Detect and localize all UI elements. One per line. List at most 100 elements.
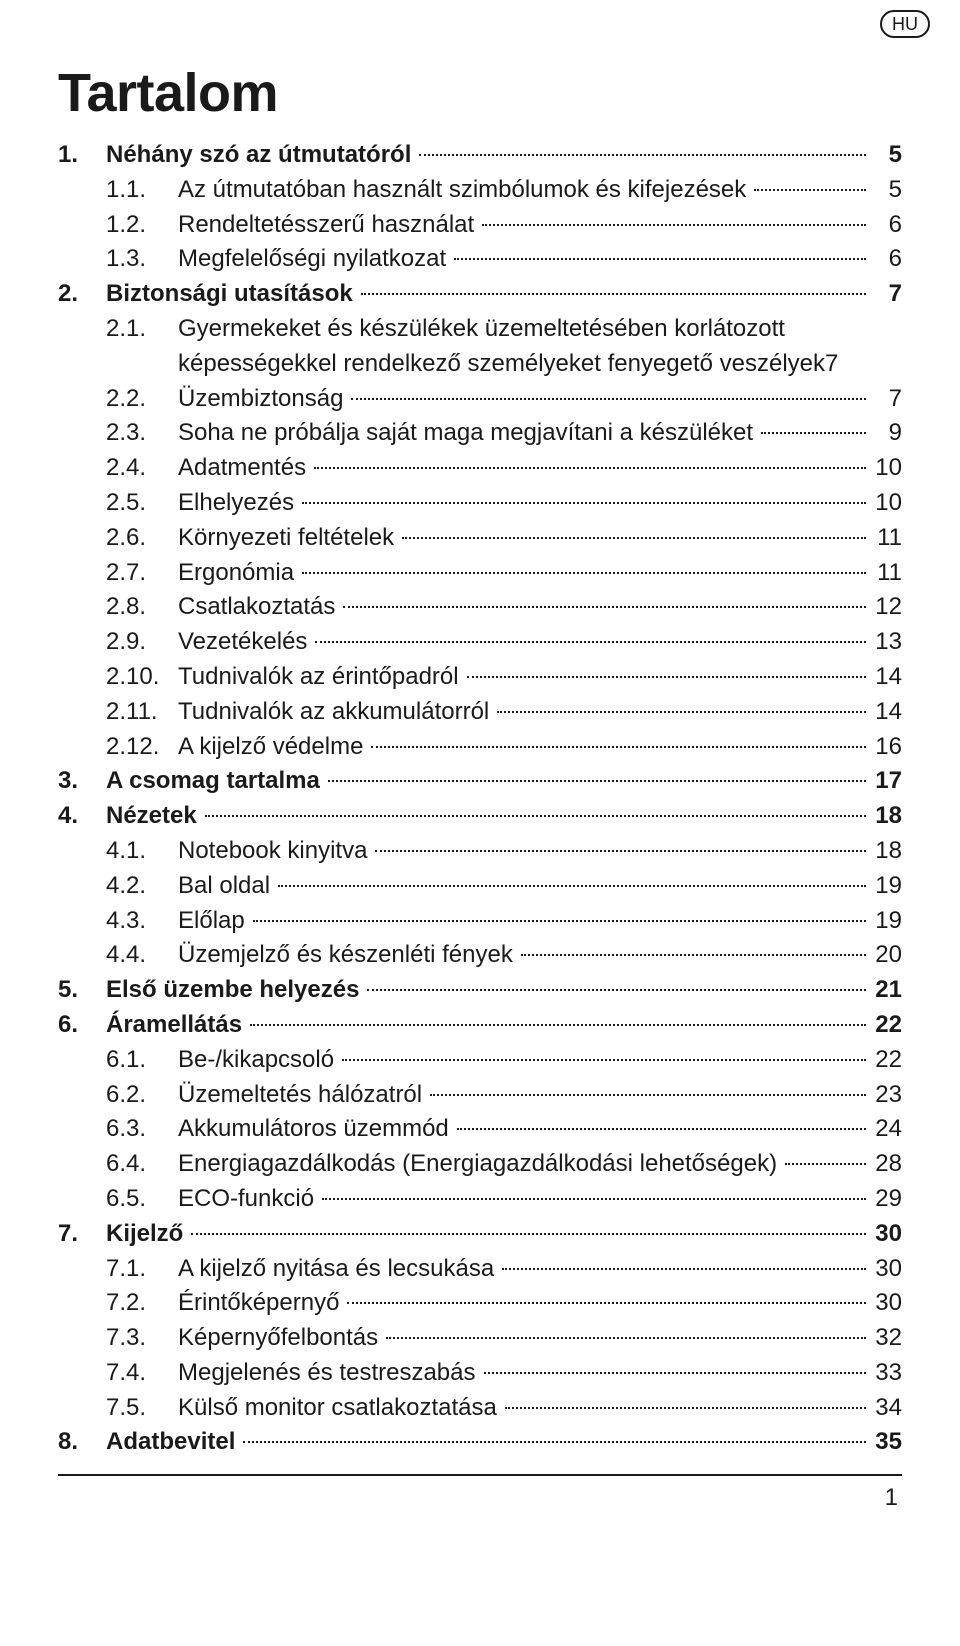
toc-entry-page: 12 [870, 590, 902, 625]
toc-leader [191, 1233, 866, 1235]
toc-entry-number: 7.4. [106, 1356, 178, 1391]
toc-entry: 2.12.A kijelző védelme16 [58, 730, 902, 765]
toc-entry-page: 6 [870, 208, 902, 243]
toc-entry-page: 7 [870, 382, 902, 417]
toc-entry-page: 16 [870, 730, 902, 765]
toc-entry-page: 23 [870, 1078, 902, 1113]
toc-entry: 2.6.Környezeti feltételek11 [58, 521, 902, 556]
toc-entry-page: 10 [870, 486, 902, 521]
toc-leader [361, 293, 866, 295]
toc-entry-number: 6.2. [106, 1078, 178, 1113]
toc-leader [482, 224, 866, 226]
toc-entry-number: 2.10. [106, 660, 178, 695]
toc-entry-page: 30 [870, 1286, 902, 1321]
toc-entry: 6.2.Üzemeltetés hálózatról23 [58, 1078, 902, 1113]
toc-entry-page: 10 [870, 451, 902, 486]
toc-entry-number: 8. [58, 1425, 106, 1460]
toc-entry: 6.5.ECO-funkció29 [58, 1182, 902, 1217]
page-number: 1 [58, 1484, 902, 1512]
toc-entry-page: 32 [870, 1321, 902, 1356]
toc-leader [785, 1163, 866, 1165]
toc-entry: 7.2.Érintőképernyő30 [58, 1286, 902, 1321]
toc-entry-page: 28 [870, 1147, 902, 1182]
toc-entry-page: 9 [870, 416, 902, 451]
toc-entry-number: 3. [58, 764, 106, 799]
toc-entry: 7.1.A kijelző nyitása és lecsukása30 [58, 1252, 902, 1287]
toc-entry-number: 7. [58, 1217, 106, 1252]
toc-entry: 2.10.Tudnivalók az érintőpadról14 [58, 660, 902, 695]
toc-entry-label: Adatbevitel [106, 1425, 239, 1460]
toc-entry-label: A csomag tartalma [106, 764, 324, 799]
toc-entry-label: Bal oldal [178, 869, 274, 904]
toc-entry-label: Ergonómia [178, 556, 298, 591]
toc-entry-label: Üzembiztonság [178, 382, 347, 417]
toc-leader [402, 537, 866, 539]
toc-entry-page: 20 [870, 938, 902, 973]
toc-leader [322, 1198, 866, 1200]
toc-entry: 2.4.Adatmentés10 [58, 451, 902, 486]
toc-entry-number: 4.3. [106, 904, 178, 939]
toc-entry-number: 2.2. [106, 382, 178, 417]
toc-entry: 2.1.Gyermekeket és készülékek üzemelteté… [58, 312, 902, 347]
toc-entry-label: Csatlakoztatás [178, 590, 339, 625]
toc-leader [375, 850, 866, 852]
toc-entry-label: Az útmutatóban használt szimbólumok és k… [178, 173, 750, 208]
toc-entry-label: Megfelelőségi nyilatkozat [178, 242, 450, 277]
toc-entry-page: 6 [870, 242, 902, 277]
toc-entry: 1.3.Megfelelőségi nyilatkozat6 [58, 242, 902, 277]
toc-entry-number: 2.4. [106, 451, 178, 486]
toc-entry: 2.Biztonsági utasítások7 [58, 277, 902, 312]
toc-entry-label: Nézetek [106, 799, 201, 834]
toc-entry: 7.5.Külső monitor csatlakoztatása34 [58, 1391, 902, 1426]
toc-entry-number: 2.5. [106, 486, 178, 521]
toc-entry: képességekkel rendelkező személyeket fen… [58, 347, 902, 382]
toc-entry-number: 1.2. [106, 208, 178, 243]
toc-leader [367, 989, 866, 991]
toc-entry-label: A kijelző nyitása és lecsukása [178, 1252, 498, 1287]
toc-leader [454, 258, 866, 260]
table-of-contents: 1.Néhány szó az útmutatóról51.1.Az útmut… [58, 138, 902, 1460]
toc-entry-page: 19 [870, 904, 902, 939]
toc-entry: 1.2.Rendeltetésszerű használat6 [58, 208, 902, 243]
toc-leader [497, 711, 866, 713]
toc-entry-number: 6.1. [106, 1043, 178, 1078]
toc-entry-label: Érintőképernyő [178, 1286, 343, 1321]
toc-entry-label: Megjelenés és testreszabás [178, 1356, 480, 1391]
toc-entry: 4.2.Bal oldal19 [58, 869, 902, 904]
toc-entry-page: 19 [870, 869, 902, 904]
toc-entry: 2.7.Ergonómia11 [58, 556, 902, 591]
toc-entry: 6.4.Energiagazdálkodás (Energiagazdálkod… [58, 1147, 902, 1182]
toc-entry: 7.4.Megjelenés és testreszabás33 [58, 1356, 902, 1391]
toc-entry-label: Áramellátás [106, 1008, 246, 1043]
toc-entry-label: Képernyőfelbontás [178, 1321, 382, 1356]
toc-entry-page: 11 [870, 521, 902, 556]
toc-leader [328, 780, 866, 782]
toc-entry: 4.1.Notebook kinyitva 18 [58, 834, 902, 869]
toc-entry-label: Elhelyezés [178, 486, 298, 521]
toc-entry-page: 18 [870, 834, 902, 869]
toc-entry-label: Kijelző [106, 1217, 187, 1252]
page-title: Tartalom [58, 62, 902, 124]
toc-entry-page: 11 [870, 556, 902, 591]
toc-leader [314, 467, 866, 469]
toc-leader [484, 1372, 867, 1374]
toc-entry-number: 6.3. [106, 1112, 178, 1147]
toc-entry-number: 2.1. [106, 312, 178, 347]
toc-entry-label: Notebook kinyitva [178, 834, 371, 869]
toc-entry-number: 4.1. [106, 834, 178, 869]
toc-entry: 1.Néhány szó az útmutatóról5 [58, 138, 902, 173]
toc-leader [315, 641, 866, 643]
toc-entry-label: Első üzembe helyezés [106, 973, 363, 1008]
toc-leader [205, 815, 866, 817]
toc-entry-label: képességekkel rendelkező személyeket fen… [178, 347, 842, 382]
toc-leader [342, 1059, 866, 1061]
toc-entry-label: Üzemjelző és készenléti fények [178, 938, 517, 973]
toc-entry-number: 2.11. [106, 695, 178, 730]
toc-leader [386, 1337, 866, 1339]
toc-entry-label: Soha ne próbálja saját maga megjavítani … [178, 416, 757, 451]
document-page: HU Tartalom 1.Néhány szó az útmutatóról5… [0, 0, 960, 1646]
toc-leader [419, 154, 866, 156]
toc-entry: 8.Adatbevitel35 [58, 1425, 902, 1460]
toc-leader [302, 502, 866, 504]
toc-entry-label: ECO-funkció [178, 1182, 318, 1217]
